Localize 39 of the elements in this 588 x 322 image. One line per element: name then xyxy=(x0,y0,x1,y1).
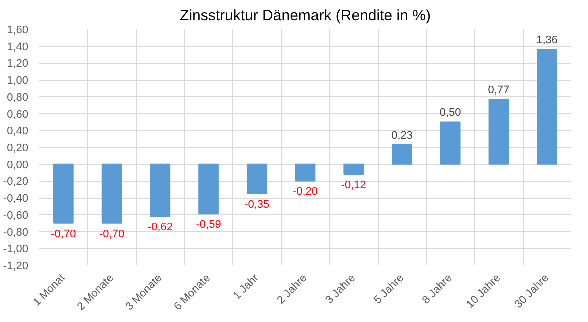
y-tick-label: -1,20 xyxy=(3,260,29,272)
data-label: -0,35 xyxy=(244,198,270,211)
y-tick-label: 1,00 xyxy=(7,75,29,88)
bar xyxy=(440,122,461,165)
y-tick-label: -1,00 xyxy=(3,244,29,256)
y-tick-label: 0,00 xyxy=(7,159,29,172)
chart-title: Zinsstruktur Dänemark (Rendite in %) xyxy=(180,8,431,24)
y-tick-label: 0,60 xyxy=(7,108,29,121)
data-label: -0,62 xyxy=(148,222,173,234)
bar xyxy=(537,49,558,165)
y-tick-label: 0,40 xyxy=(7,126,29,138)
data-label: 0,77 xyxy=(488,84,510,96)
data-label: -0,12 xyxy=(341,179,366,192)
bar xyxy=(488,98,510,165)
data-label: 1,36 xyxy=(536,34,558,47)
data-label: -0,59 xyxy=(196,219,222,232)
bar xyxy=(344,164,364,175)
bar xyxy=(246,164,268,194)
data-label: 0,23 xyxy=(392,130,413,142)
bar xyxy=(198,164,219,215)
data-label: -0,20 xyxy=(292,186,318,198)
bar xyxy=(150,164,171,218)
data-label: -0,70 xyxy=(100,228,125,240)
y-tick-label: 1,20 xyxy=(7,58,29,70)
y-tick-label: -0,80 xyxy=(3,226,29,239)
data-label: 0,50 xyxy=(440,107,462,120)
y-tick-label: -0,40 xyxy=(3,193,29,206)
y-tick-label: 1,40 xyxy=(7,41,29,54)
y-tick-label: 0,80 xyxy=(7,92,29,104)
bar xyxy=(54,164,74,224)
bar xyxy=(102,164,122,224)
bar xyxy=(392,144,412,165)
bar xyxy=(295,164,316,182)
data-label: -0,70 xyxy=(51,228,76,240)
y-tick-label: -0,60 xyxy=(3,210,29,222)
y-tick-label: 1,60 xyxy=(7,24,29,36)
x-tick-label: 1 Jahr xyxy=(231,272,262,302)
y-tick-label: 0,20 xyxy=(7,142,29,154)
y-tick-label: -0,20 xyxy=(3,176,29,188)
